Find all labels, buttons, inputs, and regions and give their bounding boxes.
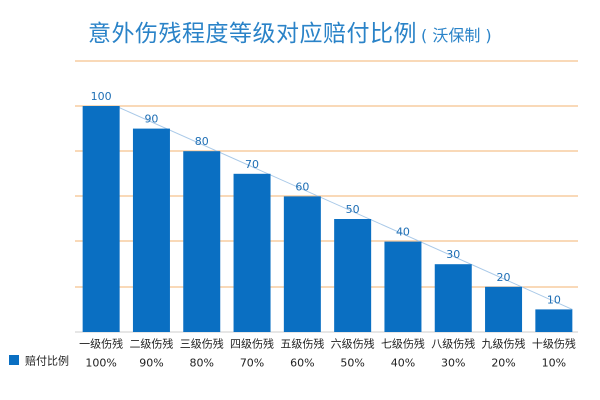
value-cell: 50% <box>340 357 364 370</box>
category-label: 五级伤残 <box>280 337 324 351</box>
data-label: 40 <box>396 226 410 239</box>
value-cell: 60% <box>290 357 314 370</box>
chart-title-main: 意外伤残程度等级对应赔付比例 <box>88 21 417 47</box>
category-label: 四级伤残 <box>230 337 274 351</box>
data-label: 90 <box>144 113 158 126</box>
category-label: 十级伤残 <box>532 337 576 351</box>
data-label: 80 <box>195 135 209 148</box>
bar <box>233 173 271 332</box>
bar <box>132 128 170 332</box>
value-cell: 80% <box>190 357 214 370</box>
data-labels: 100 90 80 70 60 50 40 30 20 10 <box>91 90 561 306</box>
bar <box>384 241 422 332</box>
bar <box>183 151 221 332</box>
value-cell: 30% <box>441 357 465 370</box>
category-label: 八级伤残 <box>431 337 475 351</box>
value-cell: 10% <box>542 357 566 370</box>
bars <box>82 106 573 332</box>
chart-subtitle: ( 沃保制 ) <box>421 26 492 45</box>
trend-line-layer <box>115 105 573 310</box>
category-label: 三级伤残 <box>180 337 224 351</box>
data-label: 10 <box>547 293 561 306</box>
bar <box>334 219 372 332</box>
legend-swatch <box>9 355 19 365</box>
category-labels: 一级伤残 二级伤残 三级伤残 四级伤残 五级伤残 六级伤残 七级伤残 八级伤残 九级伤残 十级伤残 <box>79 337 576 351</box>
bar <box>485 286 523 332</box>
category-label: 二级伤残 <box>129 337 173 351</box>
bar <box>535 309 573 332</box>
value-cell: 20% <box>491 357 515 370</box>
legend: 赔付比例 <box>9 354 69 368</box>
bar <box>82 106 120 332</box>
category-label: 七级伤残 <box>381 337 425 351</box>
data-label: 30 <box>446 248 460 261</box>
data-label: 20 <box>497 271 511 284</box>
data-label: 70 <box>245 158 259 171</box>
category-label: 九级伤残 <box>482 337 526 351</box>
data-label: 60 <box>295 180 309 193</box>
legend-label: 赔付比例 <box>25 354 69 368</box>
value-cell: 90% <box>139 357 163 370</box>
bar <box>283 196 321 332</box>
value-row: 100% 90% 80% 70% 60% 50% 40% 30% 20% 10% <box>85 357 566 370</box>
bar <box>434 264 472 332</box>
value-cell: 100% <box>85 357 116 370</box>
chart-title: 意外伤残程度等级对应赔付比例( 沃保制 ) <box>88 14 492 48</box>
data-label: 100 <box>91 90 112 103</box>
category-label: 六级伤残 <box>331 337 375 351</box>
value-cell: 40% <box>391 357 415 370</box>
category-label: 一级伤残 <box>79 337 123 351</box>
value-cell: 70% <box>240 357 264 370</box>
data-label: 50 <box>346 203 360 216</box>
trend-line <box>115 105 573 310</box>
